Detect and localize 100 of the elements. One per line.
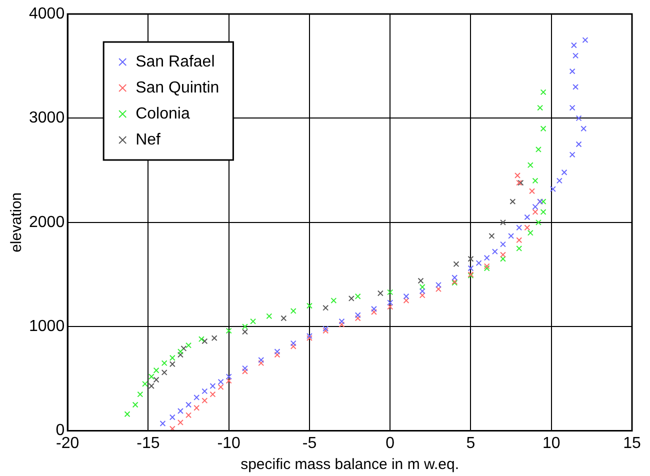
point [468, 265, 474, 272]
point [582, 37, 588, 44]
point [510, 198, 516, 205]
point [186, 412, 192, 418]
point [242, 328, 248, 335]
point [403, 293, 410, 300]
point [160, 420, 166, 426]
point [436, 286, 442, 292]
point [178, 408, 184, 414]
point [274, 348, 280, 355]
y-tick-label: 3000 [29, 110, 65, 127]
point [540, 89, 546, 96]
x-tick-label: 0 [386, 434, 395, 452]
point [371, 309, 377, 315]
point [500, 241, 506, 248]
point [419, 284, 426, 290]
point [330, 298, 337, 304]
point [453, 261, 460, 268]
point [186, 402, 192, 408]
point [178, 419, 184, 426]
legend-label: San Quintin [136, 79, 220, 96]
point [226, 378, 232, 384]
point [211, 335, 218, 342]
point [202, 398, 208, 404]
x-tick-label: 10 [542, 434, 560, 452]
point [418, 278, 424, 284]
legend-label: Nef [136, 131, 162, 148]
point [169, 354, 176, 361]
point [569, 152, 576, 158]
point [338, 322, 345, 328]
point [306, 302, 312, 309]
point [576, 141, 582, 148]
point [218, 378, 224, 385]
point [194, 394, 200, 400]
point [488, 232, 495, 239]
point [137, 391, 144, 398]
point [322, 304, 329, 311]
point [535, 146, 542, 152]
point [468, 256, 474, 262]
point [210, 391, 216, 398]
point [148, 383, 154, 389]
point [403, 298, 410, 304]
point [202, 388, 208, 394]
point [516, 237, 522, 244]
point [556, 178, 562, 184]
point [516, 224, 522, 231]
point [242, 365, 248, 372]
point [186, 342, 192, 348]
x-tick-label: -20 [56, 434, 80, 452]
point [153, 376, 160, 383]
point [524, 214, 530, 220]
point [572, 52, 579, 59]
point [306, 333, 312, 339]
legend-label: San Rafael [136, 53, 215, 70]
point [242, 368, 248, 374]
point [194, 404, 200, 411]
point [142, 380, 148, 387]
x-tick-label: -5 [302, 434, 317, 452]
point [419, 292, 426, 298]
point [354, 293, 361, 300]
point [516, 245, 522, 252]
point [527, 230, 534, 236]
point [371, 306, 377, 312]
point [202, 338, 208, 344]
point [242, 324, 248, 330]
point [387, 304, 394, 310]
point [153, 367, 160, 374]
point [500, 219, 506, 226]
y-tick-label: 1000 [29, 318, 65, 336]
point [161, 369, 168, 376]
point [226, 374, 232, 380]
point [161, 360, 168, 366]
point [387, 300, 394, 306]
point [250, 318, 256, 324]
point [535, 219, 542, 226]
point [540, 198, 546, 205]
point [354, 315, 361, 322]
point [338, 318, 345, 324]
y-tick-label: 2000 [29, 214, 65, 231]
point [524, 224, 530, 231]
point [537, 104, 544, 111]
point [348, 295, 354, 302]
point [500, 256, 506, 262]
point [436, 282, 442, 288]
point [492, 248, 498, 255]
x-axis-title: specific mass balance in m w.eq. [240, 456, 460, 474]
point [569, 68, 576, 74]
point [132, 402, 138, 408]
point [198, 336, 204, 342]
point [532, 209, 538, 215]
point [532, 204, 538, 210]
point [169, 361, 176, 368]
point [476, 260, 482, 266]
point [180, 346, 187, 352]
point [290, 308, 296, 314]
point [354, 312, 361, 318]
point [419, 288, 426, 294]
point [290, 343, 296, 350]
point [529, 188, 535, 194]
point [527, 162, 534, 168]
